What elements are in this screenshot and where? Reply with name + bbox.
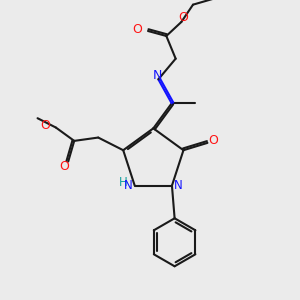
Text: N: N xyxy=(152,69,162,82)
Text: H: H xyxy=(118,176,127,190)
Text: N: N xyxy=(124,179,133,192)
Text: O: O xyxy=(59,160,69,173)
Text: O: O xyxy=(132,23,142,36)
Text: O: O xyxy=(40,119,50,132)
Text: O: O xyxy=(208,134,218,147)
Text: N: N xyxy=(174,179,182,192)
Text: O: O xyxy=(178,11,188,23)
